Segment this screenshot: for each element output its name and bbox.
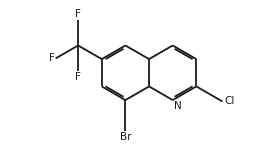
Text: F: F (75, 8, 81, 19)
Text: F: F (49, 53, 55, 63)
Text: Br: Br (120, 132, 131, 143)
Text: N: N (174, 101, 182, 111)
Text: Cl: Cl (224, 96, 235, 106)
Text: F: F (75, 72, 81, 82)
